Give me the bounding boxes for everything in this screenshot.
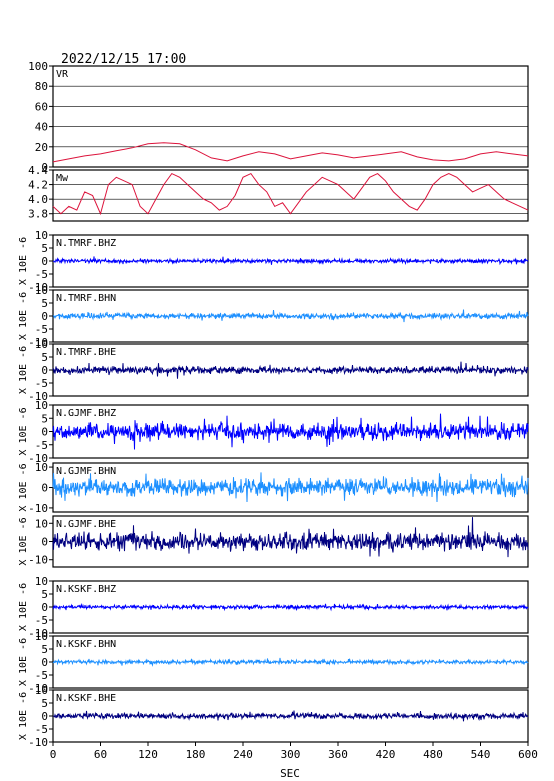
y-axis-label: X 10E -6 <box>18 407 29 455</box>
y-tick-label: 20 <box>35 141 48 154</box>
y-tick-label: -10 <box>28 736 48 749</box>
y-tick-label: -10 <box>28 281 48 294</box>
y-tick-label: 0 <box>41 710 48 723</box>
waveform-trace <box>52 602 529 612</box>
y-tick-label: 10 <box>35 461 48 474</box>
y-tick-label: 5 <box>41 697 48 710</box>
panel-label: N.TMRF.BHN <box>56 293 116 304</box>
y-tick-label: -10 <box>28 502 48 515</box>
waveform-trace <box>52 309 529 323</box>
x-tick-label: 360 <box>328 748 348 761</box>
panel-label: N.TMRF.BHZ <box>56 238 116 249</box>
panel-label: N.KSKF.BHN <box>56 639 116 650</box>
panel-frame <box>52 65 529 168</box>
y-tick-label: 10 <box>35 399 48 412</box>
y-axis-label: X 10E -6 <box>18 346 29 394</box>
y-tick-label: -5 <box>35 377 48 390</box>
x-tick-label: 60 <box>94 748 107 761</box>
panel-label: Mw <box>56 173 69 184</box>
x-tick-label: 420 <box>376 748 396 761</box>
y-axis-label: X 10E -6 <box>18 517 29 565</box>
y-tick-label: 10 <box>35 229 48 242</box>
y-axis-label: X 10E -6 <box>18 638 29 686</box>
x-tick-label: 0 <box>50 748 57 761</box>
y-tick-label: -5 <box>35 439 48 452</box>
panel-label: N.GJMF.BHE <box>56 519 116 530</box>
y-tick-label: 4.4 <box>28 164 48 177</box>
y-tick-label: 4.0 <box>28 193 48 206</box>
y-tick-label: 40 <box>35 121 48 134</box>
y-tick-label: 10 <box>35 630 48 643</box>
y-axis-label: X 10E -6 <box>18 583 29 631</box>
y-tick-label: 80 <box>35 80 48 93</box>
y-tick-label: -10 <box>28 682 48 695</box>
waveform-trace <box>52 413 529 450</box>
y-tick-label: 5 <box>41 412 48 425</box>
waveform-trace <box>52 710 529 722</box>
y-tick-label: 10 <box>35 284 48 297</box>
waveform-trace <box>52 256 529 266</box>
y-tick-label: 5 <box>41 351 48 364</box>
x-tick-label: 480 <box>423 748 443 761</box>
y-tick-label: -5 <box>35 614 48 627</box>
y-tick-label: 60 <box>35 100 48 113</box>
y-tick-label: 3.8 <box>28 208 48 221</box>
x-tick-label: 300 <box>281 748 301 761</box>
x-tick-label: 600 <box>518 748 538 761</box>
panel-frame <box>52 169 529 222</box>
y-tick-label: 5 <box>41 297 48 310</box>
data-series-line <box>52 172 529 216</box>
y-tick-label: 10 <box>35 338 48 351</box>
y-tick-label: 10 <box>35 575 48 588</box>
y-tick-label: -10 <box>28 554 48 567</box>
y-tick-label: -5 <box>35 268 48 281</box>
x-tick-label: 120 <box>138 748 158 761</box>
y-tick-label: 5 <box>41 588 48 601</box>
y-tick-label: 100 <box>28 60 48 73</box>
y-tick-label: 0 <box>41 482 48 495</box>
y-tick-label: 10 <box>35 517 48 530</box>
y-tick-label: 4.2 <box>28 179 48 192</box>
y-axis-label: X 10E -6 <box>18 692 29 740</box>
x-tick-label: 540 <box>471 748 491 761</box>
y-tick-label: 10 <box>35 684 48 697</box>
panel-label: N.KSKF.BHE <box>56 693 116 704</box>
y-tick-label: 0 <box>41 161 48 174</box>
y-tick-label: -10 <box>28 627 48 640</box>
y-tick-label: 0 <box>41 426 48 439</box>
y-tick-label: -5 <box>35 323 48 336</box>
y-tick-label: 0 <box>41 536 48 549</box>
x-tick-label: 180 <box>186 748 206 761</box>
y-axis-label: X 10E -6 <box>18 237 29 285</box>
waveform-trace <box>52 517 529 558</box>
y-tick-label: -5 <box>35 723 48 736</box>
panel-label: N.TMRF.BHE <box>56 347 116 358</box>
waveform-trace <box>52 472 529 503</box>
panel-label: N.GJMF.BHZ <box>56 408 116 419</box>
y-tick-label: -10 <box>28 336 48 349</box>
y-axis-label: X 10E -6 <box>18 463 29 511</box>
y-tick-label: 0 <box>41 601 48 614</box>
panel-label: N.KSKF.BHZ <box>56 584 116 595</box>
y-tick-label: 0 <box>41 364 48 377</box>
waveform-trace <box>52 361 529 379</box>
x-axis-label: SEC <box>280 767 300 780</box>
y-tick-label: 5 <box>41 643 48 656</box>
waveform-trace <box>52 657 529 667</box>
y-tick-label: -10 <box>28 452 48 465</box>
y-tick-label: 0 <box>41 255 48 268</box>
y-tick-label: -10 <box>28 390 48 403</box>
y-tick-label: 0 <box>41 310 48 323</box>
chart-datetime: 2022/12/15 17:00 <box>61 52 186 67</box>
data-series-line <box>52 142 529 163</box>
x-tick-label: 240 <box>233 748 253 761</box>
panel-label: VR <box>56 69 69 80</box>
y-tick-label: 0 <box>41 656 48 669</box>
panel-label: N.GJMF.BHN <box>56 466 116 477</box>
y-axis-label: X 10E -6 <box>18 292 29 340</box>
y-tick-label: -5 <box>35 669 48 682</box>
y-tick-label: 5 <box>41 242 48 255</box>
